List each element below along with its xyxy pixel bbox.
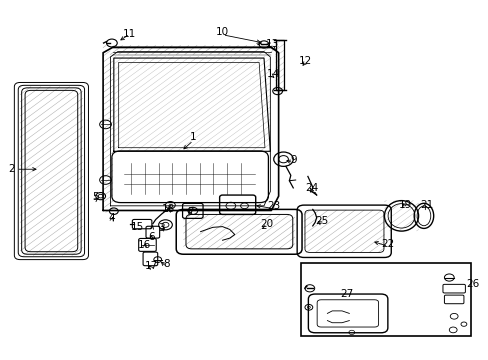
Text: 1: 1 xyxy=(190,132,196,142)
Text: 17: 17 xyxy=(145,261,158,271)
Text: 3: 3 xyxy=(158,224,164,233)
Text: 27: 27 xyxy=(340,289,353,299)
Text: 23: 23 xyxy=(266,201,280,211)
Text: 5: 5 xyxy=(92,192,99,202)
Text: 6: 6 xyxy=(148,232,155,242)
Text: 12: 12 xyxy=(298,56,311,66)
Text: 14: 14 xyxy=(266,69,280,79)
Text: 20: 20 xyxy=(259,219,272,229)
Text: 19: 19 xyxy=(398,200,411,210)
Bar xyxy=(300,263,470,336)
Text: 11: 11 xyxy=(123,29,136,39)
Text: 25: 25 xyxy=(314,216,327,226)
Text: 7: 7 xyxy=(187,207,194,217)
Text: 4: 4 xyxy=(108,213,115,222)
Text: 16: 16 xyxy=(138,239,151,249)
Text: 22: 22 xyxy=(381,239,394,249)
Text: 24: 24 xyxy=(305,183,318,193)
Bar xyxy=(275,40,284,90)
Text: 13: 13 xyxy=(265,40,279,49)
Text: 26: 26 xyxy=(465,279,478,289)
Text: 8: 8 xyxy=(163,259,169,269)
Text: 21: 21 xyxy=(419,200,432,210)
Text: 18: 18 xyxy=(162,204,175,214)
Text: 9: 9 xyxy=(289,155,296,165)
Text: 15: 15 xyxy=(130,222,143,232)
Text: 2: 2 xyxy=(8,164,15,174)
Text: 10: 10 xyxy=(216,27,229,37)
